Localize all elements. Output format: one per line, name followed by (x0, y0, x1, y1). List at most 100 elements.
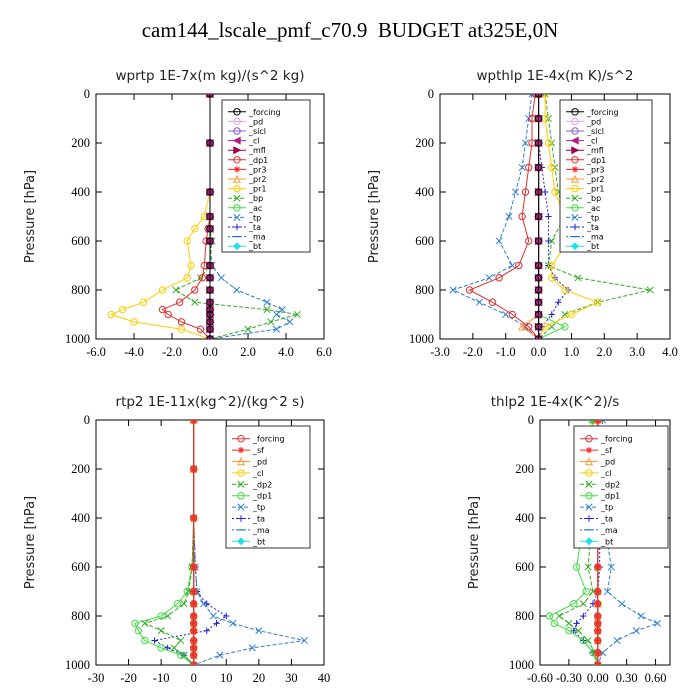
data-point (263, 298, 271, 306)
data-point (521, 139, 529, 147)
x-tick-label: 0 (191, 671, 197, 685)
data-point (534, 274, 543, 282)
data-point (485, 274, 493, 282)
data-point (190, 619, 198, 628)
data-point (465, 286, 474, 294)
legend-marker (233, 156, 241, 164)
data-point (190, 661, 198, 665)
legend-label: _cl (600, 469, 612, 478)
series-line (161, 94, 211, 339)
data-point (177, 318, 186, 326)
legend-label: _dp1 (600, 492, 620, 501)
legend-label: _ta (586, 223, 599, 232)
data-point (603, 587, 611, 596)
legend-label: _ac (248, 204, 262, 213)
y-tick-label: 800 (71, 283, 90, 297)
data-point (107, 310, 115, 319)
plot-area (449, 94, 654, 339)
data-point (495, 274, 503, 282)
data-point (518, 163, 526, 172)
data-point (632, 627, 640, 635)
plot-frame (95, 419, 325, 666)
data-point (561, 323, 569, 331)
series-line (153, 420, 228, 665)
x-tick-label: -10 (153, 671, 170, 685)
data-point (495, 237, 503, 245)
legend-label: _forcing (252, 435, 285, 444)
data-point (198, 274, 207, 282)
legend-marker (237, 446, 245, 454)
series-line (451, 94, 539, 339)
data-point (518, 212, 526, 221)
data-point (217, 274, 225, 282)
data-point (206, 298, 214, 306)
legend-marker (571, 223, 579, 231)
legend-label: _pr3 (586, 165, 604, 174)
legend-marker (571, 108, 579, 116)
data-point (534, 261, 543, 270)
x-tick-label: 0.0 (202, 345, 218, 359)
data-point (300, 636, 309, 645)
x-tick-label: -4.0 (124, 345, 144, 359)
data-point (248, 644, 256, 652)
data-point (134, 627, 143, 635)
data-point (613, 636, 621, 645)
data-point (574, 627, 583, 635)
data-point (579, 636, 588, 645)
legend-label: _ta (248, 223, 261, 232)
x-tick-label: 40 (318, 671, 331, 685)
data-point (637, 612, 645, 620)
legend-marker (570, 174, 580, 183)
data-point (580, 612, 587, 620)
data-point (229, 619, 237, 627)
data-point (183, 274, 191, 282)
y-tick-label: 0 (84, 87, 90, 101)
legend-label: _pd (600, 458, 615, 467)
y-tick-label: 600 (71, 560, 90, 574)
data-point (190, 644, 198, 652)
data-point (550, 619, 559, 628)
data-point (272, 325, 281, 333)
data-point (190, 612, 198, 620)
legend-box (573, 425, 669, 549)
data-point (594, 627, 602, 635)
data-point (573, 620, 580, 627)
panel-4: thlp2 1E-4x(K^2)/s Pressure [hPa] 0 200 400 6… (467, 394, 671, 685)
data-point (263, 306, 271, 314)
x-tick-label: 20 (253, 671, 266, 685)
legend-marker (233, 166, 241, 173)
legend-label: _pr2 (586, 175, 604, 184)
data-point (555, 299, 562, 306)
data-point (534, 335, 543, 339)
series-forcing (534, 94, 543, 339)
legend-box (559, 99, 653, 253)
data-point (555, 612, 563, 620)
data-point (534, 163, 543, 172)
data-point (164, 310, 172, 319)
data-point (278, 306, 286, 314)
legend-label: _tp (248, 213, 261, 222)
y-tick-label: 0 (528, 413, 534, 427)
data-point (170, 644, 178, 652)
data-point (213, 620, 220, 627)
y-tick-label: 1000 (65, 658, 90, 672)
legend-label: _ma (252, 526, 270, 535)
data-point (190, 514, 198, 522)
data-point (190, 600, 198, 608)
legend: _forcing_pd_sicl_cl_mfl_dp1_pr3_pr2_pr1_… (559, 99, 653, 253)
legend-marker (232, 174, 242, 183)
panel-2: wpthlp 1E-4x(m K)/s^2 Pressure [hPa] 0 200 4… (367, 68, 678, 359)
y-tick-label: 800 (515, 609, 534, 623)
panel-title: thlp2 1E-4x(K^2)/s (491, 394, 620, 410)
data-point (141, 619, 149, 627)
legend-marker (233, 146, 242, 155)
data-point (512, 188, 520, 196)
y-tick-label: 0 (84, 413, 90, 427)
data-point (206, 286, 214, 294)
data-point (191, 225, 199, 233)
legend-label: _dp2 (252, 480, 272, 489)
legend-marker (585, 492, 593, 500)
series-forcing (190, 420, 198, 665)
y-axis-label: Pressure [hPa] (23, 496, 38, 589)
legend-marker (571, 127, 579, 135)
